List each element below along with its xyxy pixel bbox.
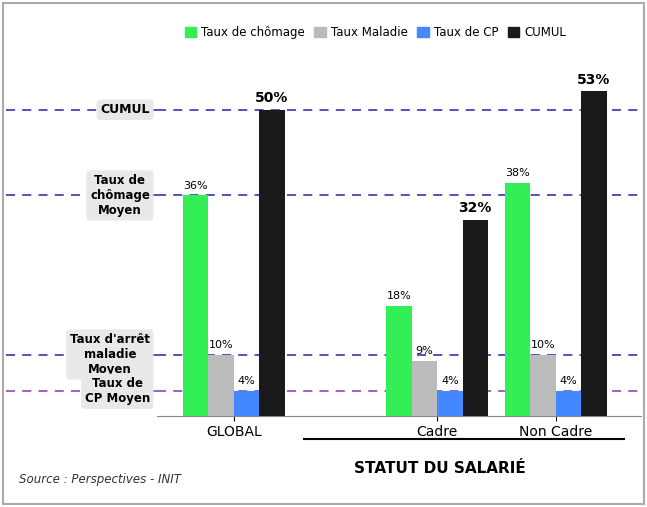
Text: 10%: 10%: [209, 340, 234, 350]
Bar: [234, 391, 259, 416]
Bar: [505, 183, 531, 416]
Bar: [463, 220, 488, 416]
Bar: [531, 354, 556, 416]
Bar: [259, 110, 285, 416]
Text: 32%: 32%: [459, 201, 492, 215]
Text: Taux d'arrêt
maladie
Moyen: Taux d'arrêt maladie Moyen: [70, 333, 150, 376]
Text: 53%: 53%: [577, 73, 611, 87]
Text: 4%: 4%: [441, 376, 459, 386]
Bar: [556, 391, 581, 416]
Text: 38%: 38%: [505, 168, 530, 178]
Text: 50%: 50%: [255, 91, 289, 105]
Bar: [581, 91, 607, 416]
Legend: Taux de chômage, Taux Maladie, Taux de CP, CUMUL: Taux de chômage, Taux Maladie, Taux de C…: [180, 21, 571, 44]
Bar: [437, 391, 463, 416]
Bar: [411, 360, 437, 416]
Text: 4%: 4%: [560, 376, 577, 386]
Text: Taux de
chômage
Moyen: Taux de chômage Moyen: [90, 174, 150, 217]
Text: 10%: 10%: [531, 340, 555, 350]
Bar: [183, 196, 208, 416]
Text: 36%: 36%: [183, 180, 208, 191]
Text: STATUT DU SALARIÉ: STATUT DU SALARIÉ: [354, 461, 526, 477]
Text: Taux de
CP Moyen: Taux de CP Moyen: [85, 377, 150, 405]
Bar: [386, 306, 411, 416]
Text: CUMUL: CUMUL: [100, 103, 150, 116]
Text: 18%: 18%: [387, 291, 411, 301]
Text: Source : Perspectives - INIT: Source : Perspectives - INIT: [19, 473, 181, 486]
Text: 4%: 4%: [237, 376, 256, 386]
Text: 9%: 9%: [415, 346, 433, 356]
Bar: [208, 354, 234, 416]
